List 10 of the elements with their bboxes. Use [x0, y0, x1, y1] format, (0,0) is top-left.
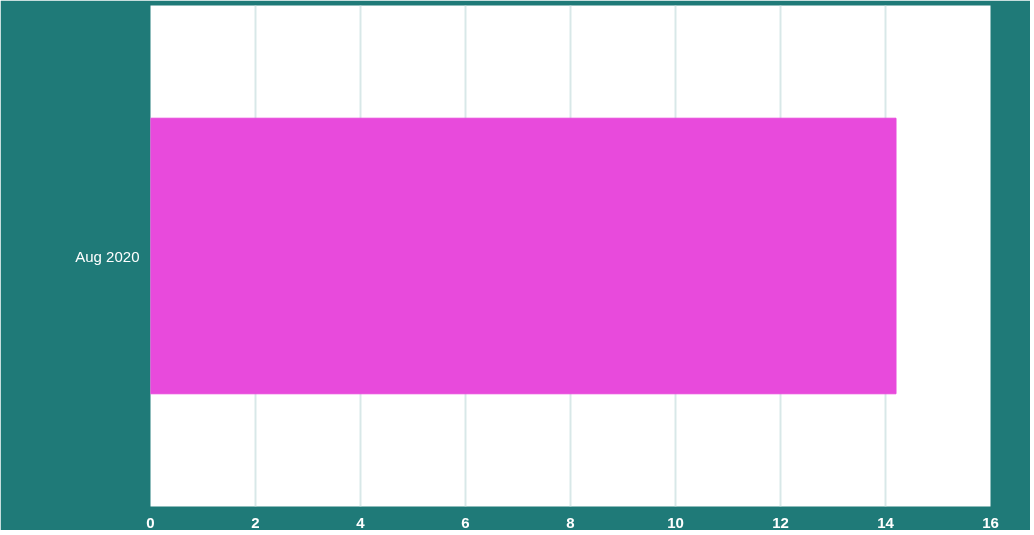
x-tick-label: 2	[251, 513, 260, 531]
x-tick-label: 16	[982, 513, 999, 531]
x-tick-label: 6	[461, 513, 470, 531]
x-tick-label: 14	[877, 513, 895, 531]
x-tick-label: 0	[146, 513, 155, 531]
x-tick-label: 12	[772, 513, 789, 531]
x-tick-label: 4	[356, 513, 366, 531]
y-tick-label: Aug 2020	[75, 247, 140, 265]
x-tick-label: 8	[566, 513, 575, 531]
x-tick-label: 10	[667, 513, 684, 531]
